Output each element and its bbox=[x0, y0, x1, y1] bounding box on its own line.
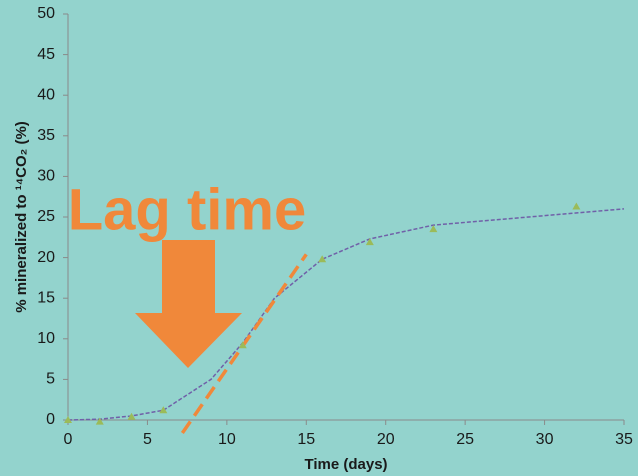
y-tick-label: 35 bbox=[37, 127, 55, 144]
x-tick-label: 0 bbox=[64, 431, 73, 448]
point bbox=[318, 255, 327, 263]
y-tick-label: 40 bbox=[37, 86, 55, 103]
point bbox=[127, 412, 136, 420]
point bbox=[429, 225, 438, 233]
x-tick-label: 5 bbox=[143, 431, 152, 448]
y-tick-label: 0 bbox=[46, 411, 55, 428]
x-tick-label: 20 bbox=[377, 431, 395, 448]
y-tick-label: 45 bbox=[37, 46, 55, 63]
arrow-body bbox=[162, 240, 215, 314]
arrow-head bbox=[135, 313, 242, 368]
y-tick-label: 10 bbox=[37, 330, 55, 347]
point bbox=[238, 341, 247, 349]
x-tick-label: 15 bbox=[297, 431, 315, 448]
tangent-line bbox=[180, 253, 308, 434]
y-tick-label: 15 bbox=[37, 289, 55, 306]
point bbox=[365, 238, 374, 246]
point bbox=[95, 417, 104, 425]
x-tick-label: 25 bbox=[456, 431, 474, 448]
annotation: Lag time bbox=[68, 177, 307, 242]
x-tick-label: 35 bbox=[615, 431, 633, 448]
point bbox=[64, 416, 72, 423]
point bbox=[159, 406, 168, 414]
y-axis-label: % mineralized to ¹⁴CO₂ (%) bbox=[13, 121, 30, 313]
y-tick-label: 5 bbox=[46, 371, 55, 388]
x-tick-label: 30 bbox=[536, 431, 554, 448]
point bbox=[572, 202, 581, 210]
y-tick-label: 30 bbox=[37, 168, 55, 185]
y-tick-label: 50 bbox=[37, 5, 55, 22]
x-tick-label: 10 bbox=[218, 431, 236, 448]
y-tick-label: 20 bbox=[37, 249, 55, 266]
x-axis-label: Time (days) bbox=[304, 456, 387, 473]
y-tick-label: 25 bbox=[37, 208, 55, 225]
